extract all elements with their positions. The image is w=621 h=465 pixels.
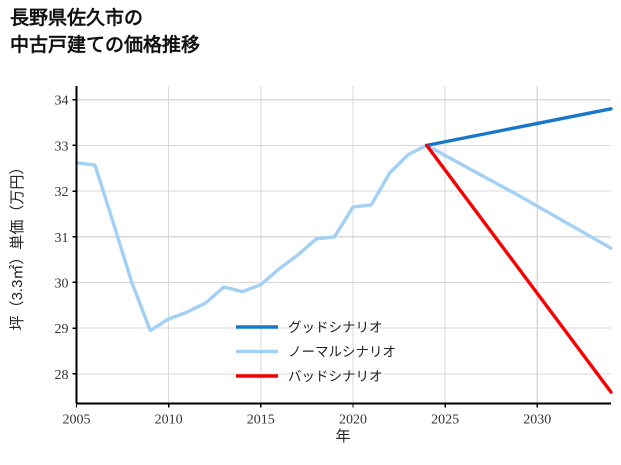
legend-item[interactable]: バッドシナリオ xyxy=(236,369,383,384)
y-tick-label: 33 xyxy=(55,139,69,154)
chart-title: 長野県佐久市の 中古戸建ての価格推移 xyxy=(10,8,201,56)
legend-item[interactable]: グッドシナリオ xyxy=(236,320,383,335)
data-series-group xyxy=(74,107,613,394)
x-tick-label: 2020 xyxy=(339,413,367,428)
x-tick-label: 2010 xyxy=(155,413,183,428)
y-axis-ticks: 28 29 30 31 32 33 34 xyxy=(55,94,77,383)
axis-spines xyxy=(75,86,611,405)
legend-item[interactable]: ノーマルシナリオ xyxy=(236,345,396,360)
legend-label: バッドシナリオ xyxy=(288,369,383,384)
y-axis-title: 坪（3.3㎡）単価（万円） xyxy=(9,160,26,331)
y-tick-label: 28 xyxy=(55,368,69,383)
series-line-good xyxy=(424,107,613,148)
x-tick-label: 2015 xyxy=(247,413,275,428)
x-tick-label: 2030 xyxy=(523,413,551,428)
x-axis-title: 年 xyxy=(335,428,350,445)
x-axis-ticks: 2005 2010 2015 2020 2025 2030 xyxy=(63,403,551,428)
series-line-normal xyxy=(74,143,613,333)
legend-label: ノーマルシナリオ xyxy=(288,345,396,360)
x-tick-label: 2025 xyxy=(431,413,459,428)
x-tick-label: 2005 xyxy=(63,413,91,428)
legend-label: グッドシナリオ xyxy=(288,320,383,335)
series-line-bad xyxy=(424,143,613,394)
y-tick-label: 30 xyxy=(55,276,69,291)
y-tick-label: 29 xyxy=(55,322,69,337)
y-tick-label: 32 xyxy=(55,185,69,200)
y-tick-label: 34 xyxy=(55,94,69,109)
y-tick-label: 31 xyxy=(55,231,69,246)
